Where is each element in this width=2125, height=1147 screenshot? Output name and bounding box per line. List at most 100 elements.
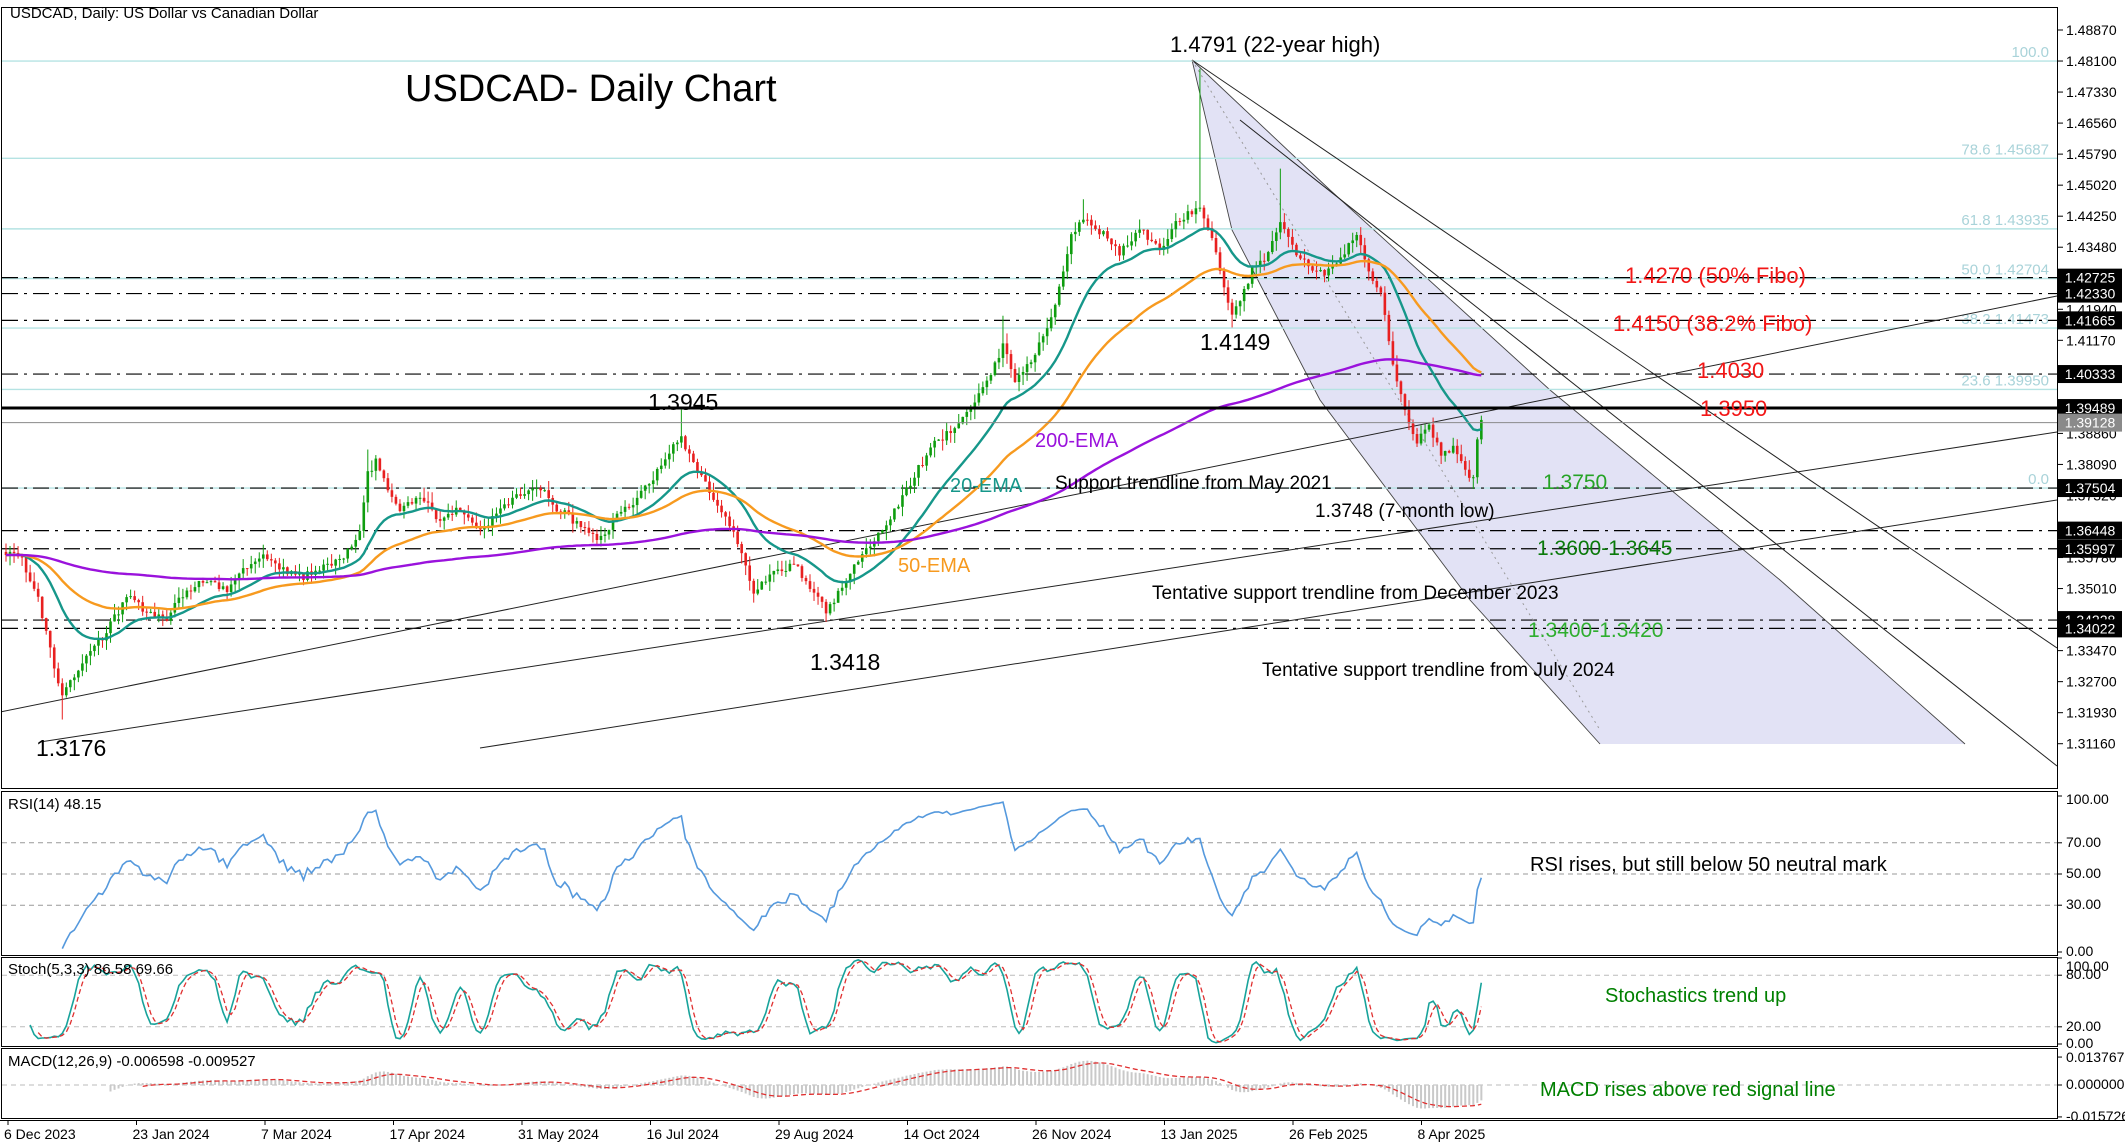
candle-body <box>704 475 707 482</box>
rsi-panel[interactable] <box>2 801 2057 949</box>
ema-200-line[interactable] <box>5 358 1482 581</box>
candle-body <box>354 539 358 547</box>
price-tick-label[interactable]: 1.33470 <box>2066 643 2117 659</box>
descending-trendline-2[interactable] <box>1239 119 2057 767</box>
price-tick-label[interactable]: 1.31930 <box>2066 705 2117 721</box>
time-tick-label[interactable]: 13 Jan 2025 <box>1161 1126 1238 1142</box>
stoch-panel[interactable] <box>2 959 2057 1044</box>
time-tick-label[interactable]: 26 Feb 2025 <box>1289 1126 1368 1142</box>
note-macd: MACD rises above red signal line <box>1540 1079 1836 1101</box>
price-tick-label[interactable]: 1.43480 <box>2066 239 2117 255</box>
candle-body <box>1311 266 1314 271</box>
price-tick-label[interactable]: 1.31160 <box>2066 736 2116 752</box>
candle-body <box>161 614 165 618</box>
time-tick-label[interactable]: 31 May 2024 <box>518 1126 599 1142</box>
tentative-support-trendline-dec-2023[interactable] <box>39 431 2057 743</box>
candle-body <box>1238 301 1242 307</box>
price-tick-label[interactable]: 1.45790 <box>2066 146 2117 162</box>
macd-header: MACD(12,26,9) -0.006598 -0.009527 <box>8 1053 256 1070</box>
time-tick-label[interactable]: 29 Aug 2024 <box>775 1126 854 1142</box>
candle-body <box>330 563 333 566</box>
time-tick-label[interactable]: 6 Dec 2023 <box>4 1126 76 1142</box>
candle-body <box>1331 265 1334 269</box>
ema-20-line[interactable] <box>5 227 1482 641</box>
price-tick-label[interactable]: 1.44250 <box>2066 208 2117 224</box>
candle-body <box>1279 222 1282 233</box>
candle-body <box>607 529 611 535</box>
rsi-tick-label: 0.00 <box>2066 943 2093 959</box>
candle-body <box>1005 343 1009 355</box>
candle-body <box>1403 394 1407 410</box>
candle-body <box>1218 252 1222 271</box>
candle-body <box>1275 232 1278 242</box>
time-tick-label[interactable]: 26 Nov 2024 <box>1032 1126 1112 1142</box>
candle-body <box>969 409 973 412</box>
price-tick-label[interactable]: 1.45020 <box>2066 177 2117 193</box>
price-tick-label[interactable]: 1.38090 <box>2066 456 2117 472</box>
price-level-box-label: 1.34022 <box>2065 620 2116 636</box>
candle-body <box>1307 259 1310 267</box>
candle-body <box>1319 269 1322 272</box>
candle-body <box>1443 451 1447 456</box>
ema-50-line[interactable] <box>5 259 1482 611</box>
candle-body <box>543 490 546 492</box>
candle-body <box>591 532 595 534</box>
price-panel[interactable]: 100.0 78.6 1.45687 61.8 1.43935 50.0 1.4270… <box>0 44 2057 767</box>
candle-body <box>358 530 362 540</box>
candle-body <box>145 611 148 613</box>
candle-body <box>929 447 932 456</box>
time-tick-label[interactable]: 17 Apr 2024 <box>390 1126 466 1142</box>
candle-body <box>1098 229 1101 235</box>
candle-body <box>587 527 591 533</box>
candle-body <box>575 521 579 524</box>
price-level-box-label: 1.39128 <box>2065 415 2116 431</box>
rsi-tick-label: 30.00 <box>2066 896 2101 912</box>
candle-body <box>856 561 860 565</box>
candle-body <box>523 494 526 496</box>
time-tick-label[interactable]: 16 Jul 2024 <box>647 1126 720 1142</box>
candle-body <box>1025 364 1029 373</box>
label-22-year-high: 1.4791 (22-year high) <box>1170 32 1381 57</box>
candle-body <box>241 568 245 574</box>
price-tick-label[interactable]: 1.46560 <box>2066 115 2117 131</box>
candle-body <box>1166 239 1170 246</box>
candle-body <box>370 470 374 472</box>
tentative-support-trendline-jul-2024[interactable] <box>479 499 2057 749</box>
price-tick-label[interactable]: 1.47330 <box>2066 84 2117 100</box>
candle-body <box>515 494 518 498</box>
candle-body <box>744 553 747 566</box>
time-tick-label[interactable]: 23 Jan 2024 <box>133 1126 210 1142</box>
price-level-box-label: 1.42725 <box>2065 270 2116 286</box>
price-tick-label[interactable]: 1.32700 <box>2066 674 2117 690</box>
candle-body <box>643 485 647 491</box>
price-tick-label[interactable]: 1.48100 <box>2066 53 2117 69</box>
price-tick-label[interactable]: 1.41170 <box>2066 332 2116 348</box>
candle-body <box>848 573 852 582</box>
macd-panel[interactable] <box>2 1060 2057 1109</box>
candle-body <box>1242 288 1246 302</box>
candle-body <box>688 449 691 454</box>
time-tick-label[interactable]: 14 Oct 2024 <box>904 1126 980 1142</box>
candle-body <box>897 506 900 509</box>
descending-trendline-1[interactable] <box>1191 59 2057 649</box>
price-level-box-label: 1.36448 <box>2065 523 2116 539</box>
macd-signal-line <box>142 1062 1482 1108</box>
candle-body <box>784 570 788 572</box>
rsi-line <box>61 801 1483 949</box>
price-level-box-label: 1.40333 <box>2065 366 2116 382</box>
falling-channel-edge-2[interactable] <box>1191 59 1601 745</box>
candle-body <box>1439 442 1443 456</box>
candle-body <box>768 574 772 582</box>
time-tick-label[interactable]: 8 Apr 2025 <box>1418 1126 1486 1142</box>
time-tick-label[interactable]: 7 Mar 2024 <box>261 1126 332 1142</box>
candle-body <box>73 677 76 681</box>
candle-body <box>985 380 989 388</box>
price-tick-label[interactable]: 1.35010 <box>2066 581 2117 597</box>
candle-body <box>1198 207 1202 209</box>
candle-body <box>816 592 820 597</box>
candle-body <box>925 455 928 466</box>
price-tick-label[interactable]: 1.48870 <box>2066 22 2117 38</box>
candle-body <box>1351 240 1354 244</box>
candle-body <box>764 581 768 583</box>
